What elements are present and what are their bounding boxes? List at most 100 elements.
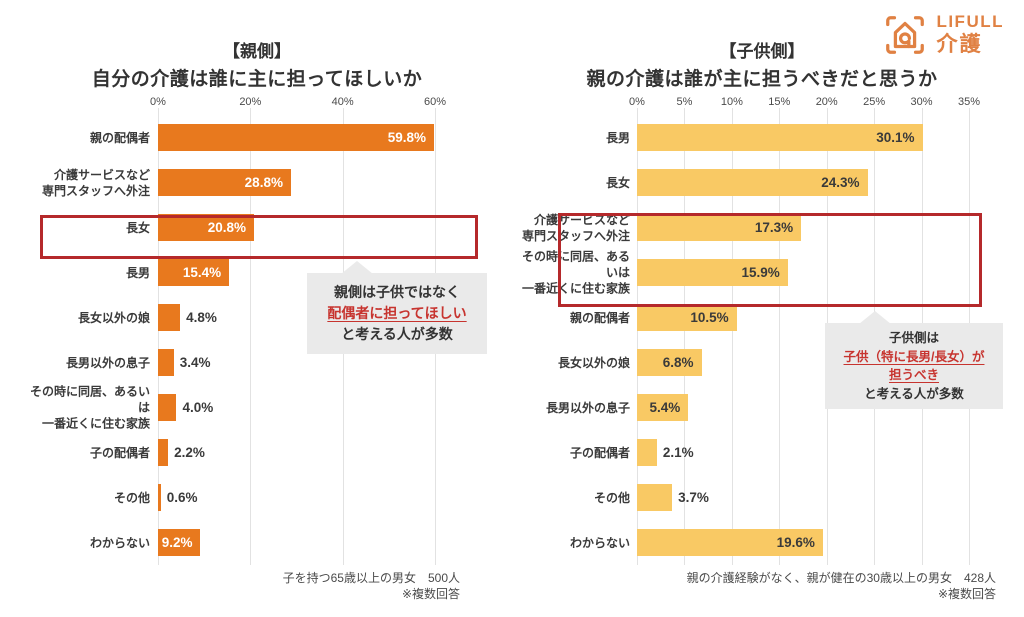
category-label: その他 [113, 490, 150, 505]
axis-tick-label: 30% [910, 96, 933, 108]
axis-tick-label: 5% [676, 96, 693, 108]
axis-tick-label: 15% [768, 96, 791, 108]
axis-tick-label: 25% [863, 96, 886, 108]
chart-panel-parent: 【親側】 自分の介護は誰に主に担ってほしいか 0% 20% 40% 60% 親の配偶者… [22, 18, 492, 602]
bar: 24.3% [637, 169, 868, 196]
bar-rows: 長男 30.1% 長女 24.3% 介護サービスなど 専門スタッフへ外注 17.3% その時… [512, 115, 1012, 565]
category-label: 介護サービスなど 専門スタッフへ外注 [521, 212, 630, 243]
bar-track: 3.4% [158, 349, 435, 376]
bar [158, 349, 174, 376]
bar-track: 0.6% [158, 484, 435, 511]
category-label: 長男 [125, 265, 150, 280]
bar-row: 長男以外の息子 3.4% [22, 340, 492, 385]
bar-track: 4.0% [158, 394, 435, 421]
value-label: 2.2% [174, 445, 205, 460]
bar: 5.4% [637, 394, 689, 421]
bar-row: 長男 15.4% [22, 250, 492, 295]
sample-note: 親の介護経験がなく、親が健在の30歳以上の男女 428人 [686, 571, 996, 585]
bar-track: 10.5% [637, 304, 969, 331]
bar-track: 9.2% [158, 529, 435, 556]
bar-track: 30.1% [637, 124, 969, 151]
value-label: 20.8% [207, 220, 247, 235]
bar [158, 304, 181, 331]
bar-row: その他 3.7% [512, 475, 1012, 520]
sample-note: 子を持つ65歳以上の男女 500人 [282, 571, 460, 585]
bar-track: 28.8% [158, 169, 435, 196]
logo-brand: LIFULL [936, 12, 1004, 31]
bar: 10.5% [637, 304, 737, 331]
value-label: 3.4% [179, 355, 211, 370]
bar-track: 4.8% [158, 304, 435, 331]
category-label: 長男 [605, 130, 630, 145]
bar-row: わからない 9.2% [22, 520, 492, 565]
bar [158, 439, 169, 466]
value-label: 4.0% [182, 400, 214, 415]
value-label: 28.8% [244, 175, 283, 190]
bar-row: 長男 30.1% [512, 115, 1012, 160]
lifull-house-icon [886, 16, 925, 54]
annotation-line: 子供側は [888, 331, 939, 345]
plot-area: 親の配偶者 59.8% 介護サービスなど 専門スタッフへ外注 28.8% 長女 20.8%… [22, 108, 492, 565]
gridline [158, 108, 159, 565]
bar-row: 長男以外の息子 5.4% [512, 385, 1012, 430]
bar-track: 15.4% [158, 259, 435, 286]
category-label: 介護サービスなど 専門スタッフへ外注 [41, 167, 150, 198]
axis-tick-label: 10% [720, 96, 743, 108]
value-label: 15.4% [182, 265, 222, 280]
chart-group-label: 【子供側】 [719, 42, 805, 61]
gridline [250, 108, 252, 565]
bar [637, 484, 673, 511]
category-label: 親の配偶者 [89, 130, 150, 145]
annotation-accent-line: 担うべき [888, 368, 939, 382]
value-label: 2.1% [662, 445, 694, 460]
bar: 30.1% [637, 124, 923, 151]
gridline [684, 108, 686, 565]
bar-row: 介護サービスなど 専門スタッフへ外注 28.8% [22, 160, 492, 205]
axis-tick-label: 40% [331, 96, 354, 108]
method-note: ※複数回答 [401, 587, 460, 601]
bar-track: 2.2% [158, 439, 435, 466]
annotation-lines: 子供側は 子供（特に長男/長女）が 担うべき と考える人が多数 [827, 329, 1001, 403]
category-label: 長女 [125, 220, 150, 235]
bar-track: 2.1% [637, 439, 969, 466]
bar: 59.8% [158, 124, 435, 151]
bar-row: その他 0.6% [22, 475, 492, 520]
value-label: 59.8% [387, 130, 427, 145]
category-label: 長女 [605, 175, 630, 190]
bar: 15.9% [637, 259, 788, 286]
axis-tick-label: 60% [423, 96, 447, 108]
bar-track: 17.3% [637, 214, 969, 241]
category-label: 長男以外の息子 [65, 355, 150, 370]
bar: 20.8% [158, 214, 255, 241]
bar: 17.3% [637, 214, 802, 241]
chart-panel-child: 【子供側】 親の介護は誰が主に担うべきだと思うか 0% 5% 10% 15% 20% 25… [512, 18, 1012, 602]
category-label: 長女以外の娘 [77, 310, 150, 325]
bar-track: 5.4% [637, 394, 969, 421]
category-label: 長女以外の娘 [557, 355, 630, 370]
axis-ticks: 0% 20% 40% 60% [150, 96, 446, 112]
bar: 19.6% [637, 529, 823, 556]
bar-track: 20.8% [158, 214, 435, 241]
axis-tick-label: 20% [239, 96, 262, 108]
axis-tick-label: 0% [150, 96, 166, 108]
bar-track: 6.8% [637, 349, 969, 376]
category-label: わからない [89, 535, 150, 550]
value-label: 15.9% [741, 265, 780, 280]
logo-text: LIFULL 介護 [936, 12, 1004, 58]
category-label: 子の配偶者 [89, 445, 150, 460]
bar-row: その時に同居、あるいは 一番近くに住む家族 15.9% [512, 249, 1012, 296]
category-label: 親の配偶者 [569, 310, 630, 325]
value-label: 19.6% [776, 535, 815, 550]
bar: 9.2% [158, 529, 201, 556]
bar-track: 59.8% [158, 124, 435, 151]
gridline [637, 108, 638, 565]
bar [637, 439, 657, 466]
annotation-lines: 親側は子供ではなく 配偶者に担ってほしい と考える人が多数 [311, 282, 483, 345]
bar-row: 親の配偶者 10.5% [512, 295, 1012, 340]
logo-service: 介護 [936, 33, 983, 56]
method-note: ※複数回答 [937, 587, 996, 601]
annotation-accent-line: 配偶者に担ってほしい [327, 305, 467, 321]
bar: 6.8% [637, 349, 702, 376]
bar-row: 長女以外の娘 6.8% [512, 340, 1012, 385]
